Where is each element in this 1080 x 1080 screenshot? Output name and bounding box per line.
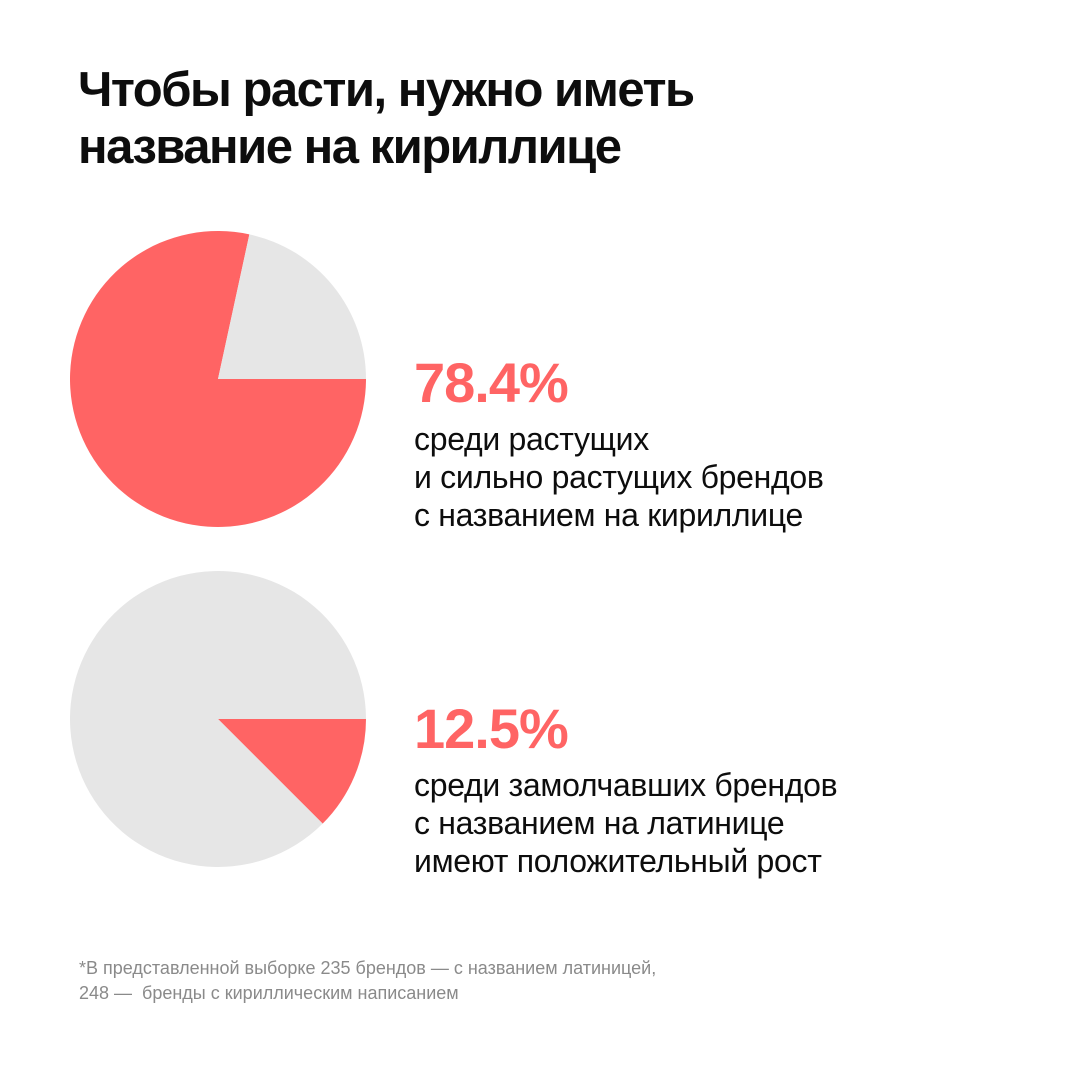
footnote: *В представленной выборке 235 брендов — …: [79, 956, 656, 1006]
stat-description-line: имеют положительный рост: [414, 843, 822, 879]
title-line-1: Чтобы расти, нужно иметь: [78, 63, 695, 117]
stat-description: среди растущих и сильно растущих брендов…: [414, 420, 824, 534]
pie-chart-latin: [70, 570, 367, 867]
pie-slice-rest: [218, 234, 366, 379]
stat-description-line: с названием на кириллице: [414, 497, 804, 533]
pie-chart-cyrillic: [69, 230, 366, 527]
pie-slice-highlight: [69, 230, 366, 527]
page-title: Чтобы расти, нужно иметь название на кир…: [78, 62, 695, 176]
stat-block-cyrillic: 78.4% среди растущих и сильно растущих б…: [414, 352, 824, 534]
stat-description-line: среди растущих: [414, 421, 649, 457]
stat-block-latin: 12.5% среди замолчавших брендов с назван…: [414, 697, 838, 880]
stat-description: среди замолчавших брендов с названием на…: [414, 766, 838, 880]
footnote-line-1: *В представленной выборке 235 брендов — …: [79, 958, 657, 978]
stat-description-line: с названием на латинице: [414, 805, 785, 841]
title-line-2: название на кириллице: [78, 120, 622, 174]
stat-description-line: и сильно растущих брендов: [414, 459, 824, 495]
pie-slice-rest: [70, 570, 367, 867]
footnote-line-2: 248 — бренды с кириллическим написанием: [79, 983, 459, 1003]
stat-value: 12.5%: [414, 697, 569, 760]
stat-value: 78.4%: [414, 351, 569, 414]
pie-slice-highlight: [218, 719, 366, 824]
stat-description-line: среди замолчавших брендов: [414, 767, 838, 803]
